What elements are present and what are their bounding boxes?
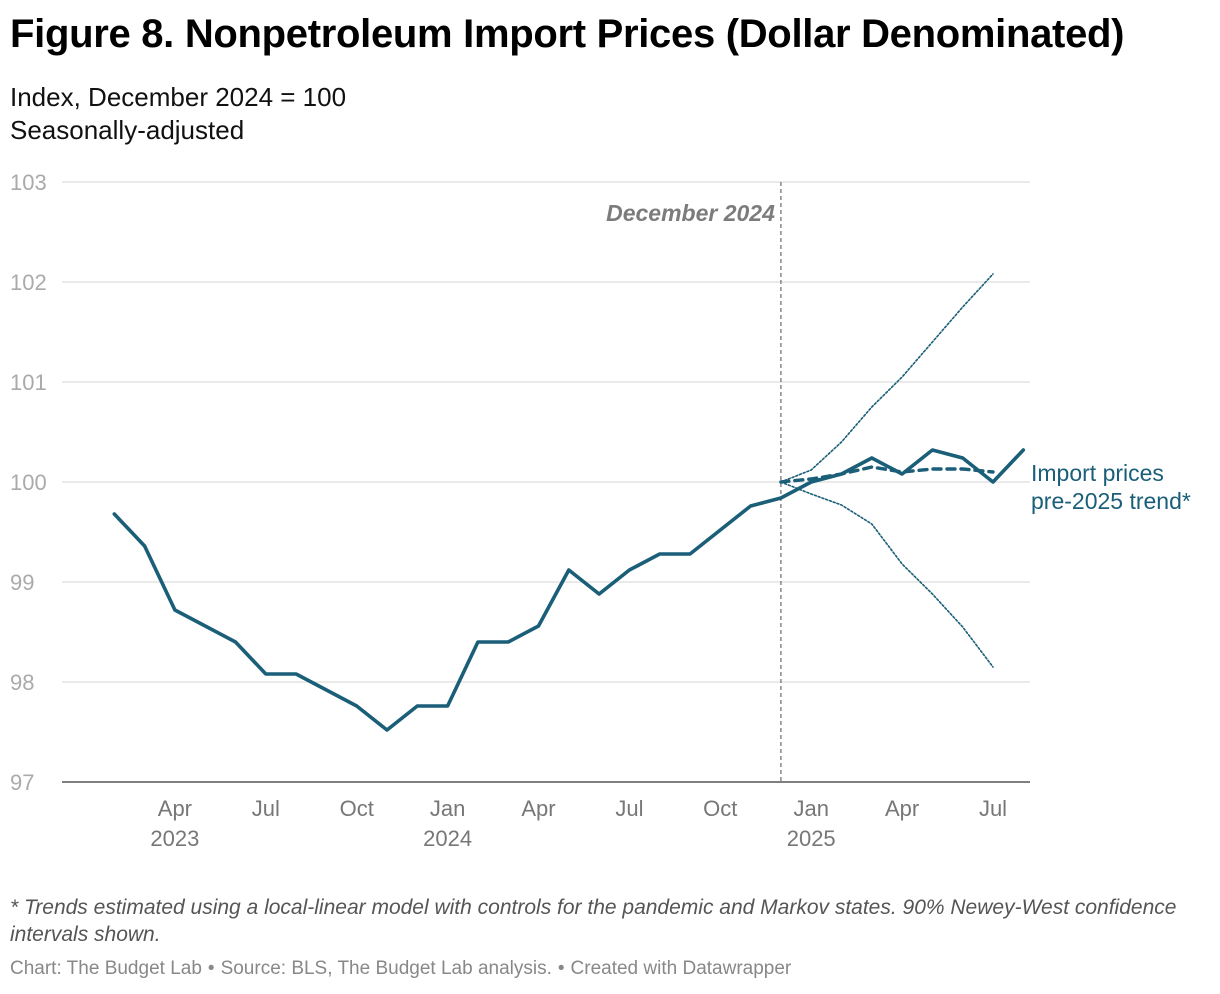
series-line-90-ci-upper: [780, 273, 994, 483]
x-tick-label-8: Apr: [885, 796, 919, 821]
reference-line-group: December 2024: [606, 182, 782, 782]
legend-label-0: Import prices: [1031, 460, 1164, 486]
x-tick-label-1: Jul: [252, 796, 280, 821]
legend-label-1: pre-2025 trend*: [1031, 488, 1191, 514]
series-group: [112, 273, 1026, 732]
reference-line-label: December 2024: [606, 200, 775, 226]
footnote: * Trends estimated using a local-linear …: [10, 896, 1177, 946]
x-tick-year-2024: 2024: [423, 826, 472, 851]
x-tick-label-5: Jul: [615, 796, 643, 821]
x-tick-year-2023: 2023: [150, 826, 199, 851]
chart-subtitle-adjustment: Seasonally-adjusted: [10, 115, 245, 145]
chart-subtitle-index: Index, December 2024 = 100: [10, 82, 347, 112]
chart-title: Figure 8. Nonpetroleum Import Prices (Do…: [10, 12, 1125, 56]
x-tick-label-2: Oct: [340, 796, 374, 821]
x-tick-label-9: Jul: [979, 796, 1007, 821]
credit-source: Source: BLS, The Budget Lab analysis.: [220, 958, 552, 979]
credit-tool: Created with Datawrapper: [570, 958, 792, 979]
y-tick-label-100: 100: [10, 470, 47, 495]
series-line-pre-2025-trend-: [779, 465, 995, 484]
x-tick-label-0: Apr: [158, 796, 192, 821]
x-tick-label-7: Jan: [793, 796, 828, 821]
credits: Chart: The Budget Lab • Source: BLS, The B…: [10, 958, 792, 979]
y-axis: 97 98 99 100 101 102 103: [10, 170, 47, 795]
x-tick-label-6: Oct: [703, 796, 737, 821]
y-tick-label-103: 103: [10, 170, 47, 195]
x-tick-label-4: Apr: [521, 796, 555, 821]
x-axis: Apr 2023 Jul Oct Jan 2024 Apr Jul Oct Jan 2025 Apr J…: [150, 796, 1007, 851]
y-tick-label-101: 101: [10, 370, 47, 395]
series-line-90-ci-lower: [780, 481, 994, 668]
y-tick-label-98: 98: [10, 670, 34, 695]
grid-layer: [62, 181, 1030, 783]
x-tick-year-2025: 2025: [787, 826, 836, 851]
series-line-import-prices: [112, 448, 1026, 732]
x-tick-label-3: Jan: [430, 796, 465, 821]
y-tick-label-99: 99: [10, 570, 34, 595]
credit-chart: Chart: The Budget Lab: [10, 958, 202, 979]
y-tick-label-97: 97: [10, 770, 34, 795]
y-tick-label-102: 102: [10, 270, 47, 295]
